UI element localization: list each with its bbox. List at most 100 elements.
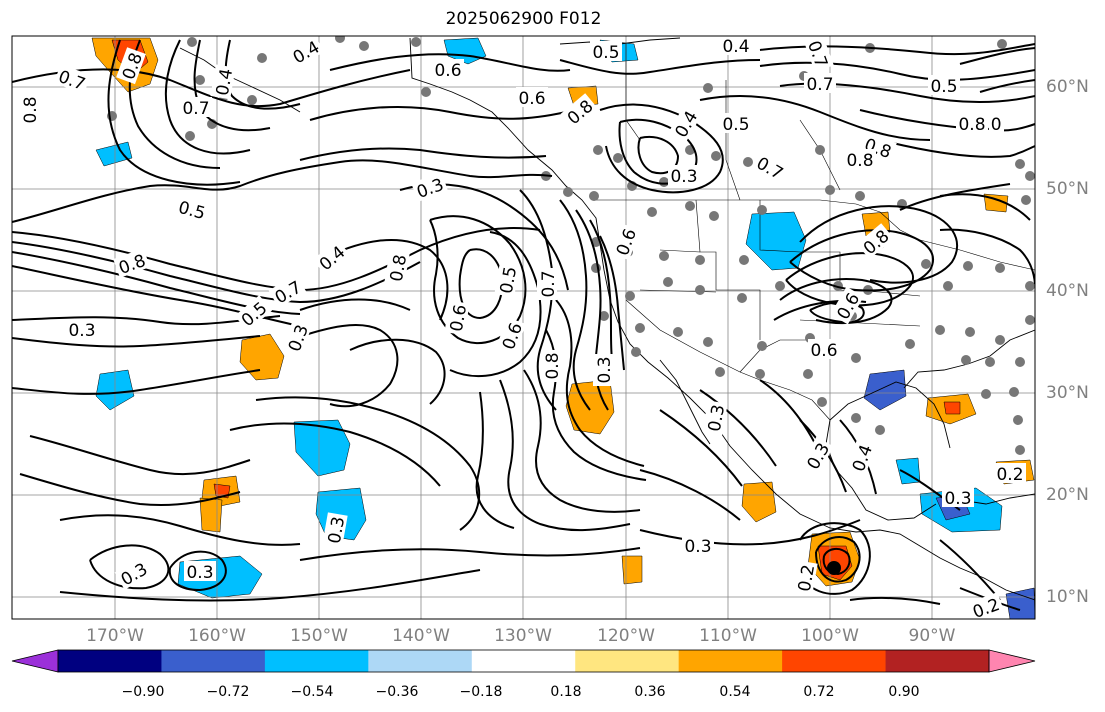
longitude-label: 170°W xyxy=(86,626,144,646)
contour-label: 0.5 xyxy=(720,113,752,135)
contour-label: 0.7 xyxy=(751,150,790,184)
colorbar-segment xyxy=(264,650,369,672)
latitude-label: 10°N xyxy=(1046,587,1089,607)
svg-text:0.3: 0.3 xyxy=(186,563,213,583)
contour-label: 0.6 xyxy=(516,87,548,109)
significance-dots xyxy=(107,36,1035,455)
contour-label: 0.7 xyxy=(53,64,91,95)
svg-text:0.5: 0.5 xyxy=(930,77,957,97)
negative-anomaly-area xyxy=(95,141,133,167)
contour-label: 0.3 xyxy=(184,561,216,583)
contour-label: 0.8 xyxy=(844,149,876,171)
contour-label: 0.6 xyxy=(444,300,471,336)
positive-anomaly-area xyxy=(199,497,223,533)
svg-text:0.8: 0.8 xyxy=(958,115,985,135)
positive-anomaly-area xyxy=(983,193,1009,213)
colorbar-tick-label: −0.90 xyxy=(121,684,165,700)
longitude-label: 120°W xyxy=(597,626,655,646)
colorbar-tick-label: 0.18 xyxy=(550,684,582,700)
svg-text:0.5: 0.5 xyxy=(238,298,272,331)
contour-label: 0.5 xyxy=(174,195,211,224)
longitude-label: 100°W xyxy=(801,626,859,646)
colorbar-segment xyxy=(161,650,266,672)
colorbar-tick-label: −0.18 xyxy=(459,684,503,700)
colorbar-tick-label: −0.36 xyxy=(375,684,419,700)
svg-text:0.2: 0.2 xyxy=(795,563,819,593)
svg-text:0.4: 0.4 xyxy=(213,67,237,97)
contour-label: 0.8 xyxy=(19,94,41,126)
svg-text:0.5: 0.5 xyxy=(722,115,749,135)
contour-label: 0.5 xyxy=(590,41,622,63)
contour-label: 0.8 xyxy=(956,113,988,135)
svg-text:0.3: 0.3 xyxy=(944,489,971,509)
shaded-anomaly-areas xyxy=(91,37,1035,619)
colorbar-segment xyxy=(575,650,680,672)
colorbar-segment xyxy=(782,650,887,672)
contour-label: 0.3 xyxy=(282,319,313,357)
contour-label: 0.8 xyxy=(541,350,563,382)
latitude-label: 30°N xyxy=(1046,383,1089,403)
positive-anomaly-area xyxy=(741,481,777,523)
colorbar-lower-extension xyxy=(11,649,59,673)
contour-labels: 0.40.8 0.60.7 0.40.50.60.4 0.70.8 0.4 0.50.70… xyxy=(19,34,1026,623)
contour-label: 0.3 xyxy=(942,487,974,509)
colorbar-tick-label: −0.54 xyxy=(290,684,334,700)
colorbar-tick-label: 0.36 xyxy=(634,684,666,700)
colorbar-segment xyxy=(368,650,473,672)
svg-text:0.7: 0.7 xyxy=(182,99,209,119)
political-borders xyxy=(596,44,1035,421)
low-pressure-center xyxy=(827,561,841,575)
svg-text:0.6: 0.6 xyxy=(434,61,461,81)
contour-label: 0.7 xyxy=(268,274,307,308)
longitude-label: 150°W xyxy=(290,626,348,646)
svg-text:0.8: 0.8 xyxy=(846,151,873,171)
contour-label: 0.2 xyxy=(994,463,1026,485)
svg-text:0.7: 0.7 xyxy=(539,270,559,297)
negative-anomaly-area xyxy=(863,369,907,411)
contour-label: 0.4 xyxy=(286,34,325,68)
contour-label: 0.3 xyxy=(411,172,449,203)
svg-text:0.6: 0.6 xyxy=(447,303,471,333)
colorbar-tick-label: 0.90 xyxy=(888,684,920,700)
longitude-label: 140°W xyxy=(392,626,450,646)
contour-label: 0.7 xyxy=(803,35,834,73)
svg-text:0.8: 0.8 xyxy=(387,253,411,283)
latitude-label: 20°N xyxy=(1046,485,1089,505)
contour-label: 0.4 xyxy=(668,104,702,143)
contour-label: 0.3 xyxy=(66,319,98,341)
negative-anomaly-area xyxy=(745,211,807,271)
contour-label: 0.3 xyxy=(593,354,615,386)
contour-label: 0.4 xyxy=(312,239,351,276)
colorbar-tick-label: 0.72 xyxy=(803,684,835,700)
colorbar-segment xyxy=(471,650,576,672)
contour-lines xyxy=(12,39,1035,611)
longitude-label: 110°W xyxy=(699,626,757,646)
contour-label: 0.4 xyxy=(846,439,877,477)
colorbar-tick-label: 0.54 xyxy=(719,684,751,700)
contour-label: 0.3 xyxy=(322,512,349,548)
positive-anomaly-area xyxy=(621,555,643,585)
map-title: 2025062900 F012 xyxy=(445,9,602,29)
svg-text:0.3: 0.3 xyxy=(595,356,615,383)
svg-text:0.3: 0.3 xyxy=(684,537,711,557)
contour-label: 0.7 xyxy=(537,268,559,300)
contour-label: 0.5 xyxy=(494,262,521,298)
contour-label: 0.4 xyxy=(720,35,752,57)
svg-text:0.4: 0.4 xyxy=(316,242,350,275)
contour-label: 0.2 xyxy=(792,560,819,596)
longitude-label: 160°W xyxy=(188,626,246,646)
latitude-label: 40°N xyxy=(1046,281,1089,301)
contour-label: 0.7 xyxy=(804,73,836,95)
negative-anomaly-area xyxy=(293,419,351,477)
colorbar-upper-extension xyxy=(988,649,1036,673)
contour-label: 0.6 xyxy=(432,59,464,81)
colorbar-segment xyxy=(885,650,990,672)
contour-label: 0.5 xyxy=(928,75,960,97)
colorbar-segment xyxy=(58,650,163,672)
contour-label: 0.6 xyxy=(808,339,840,361)
positive-anomaly-area xyxy=(943,401,961,415)
latitude-label: 60°N xyxy=(1046,77,1089,97)
longitude-label: 130°W xyxy=(494,626,552,646)
svg-text:0.5: 0.5 xyxy=(497,265,521,295)
